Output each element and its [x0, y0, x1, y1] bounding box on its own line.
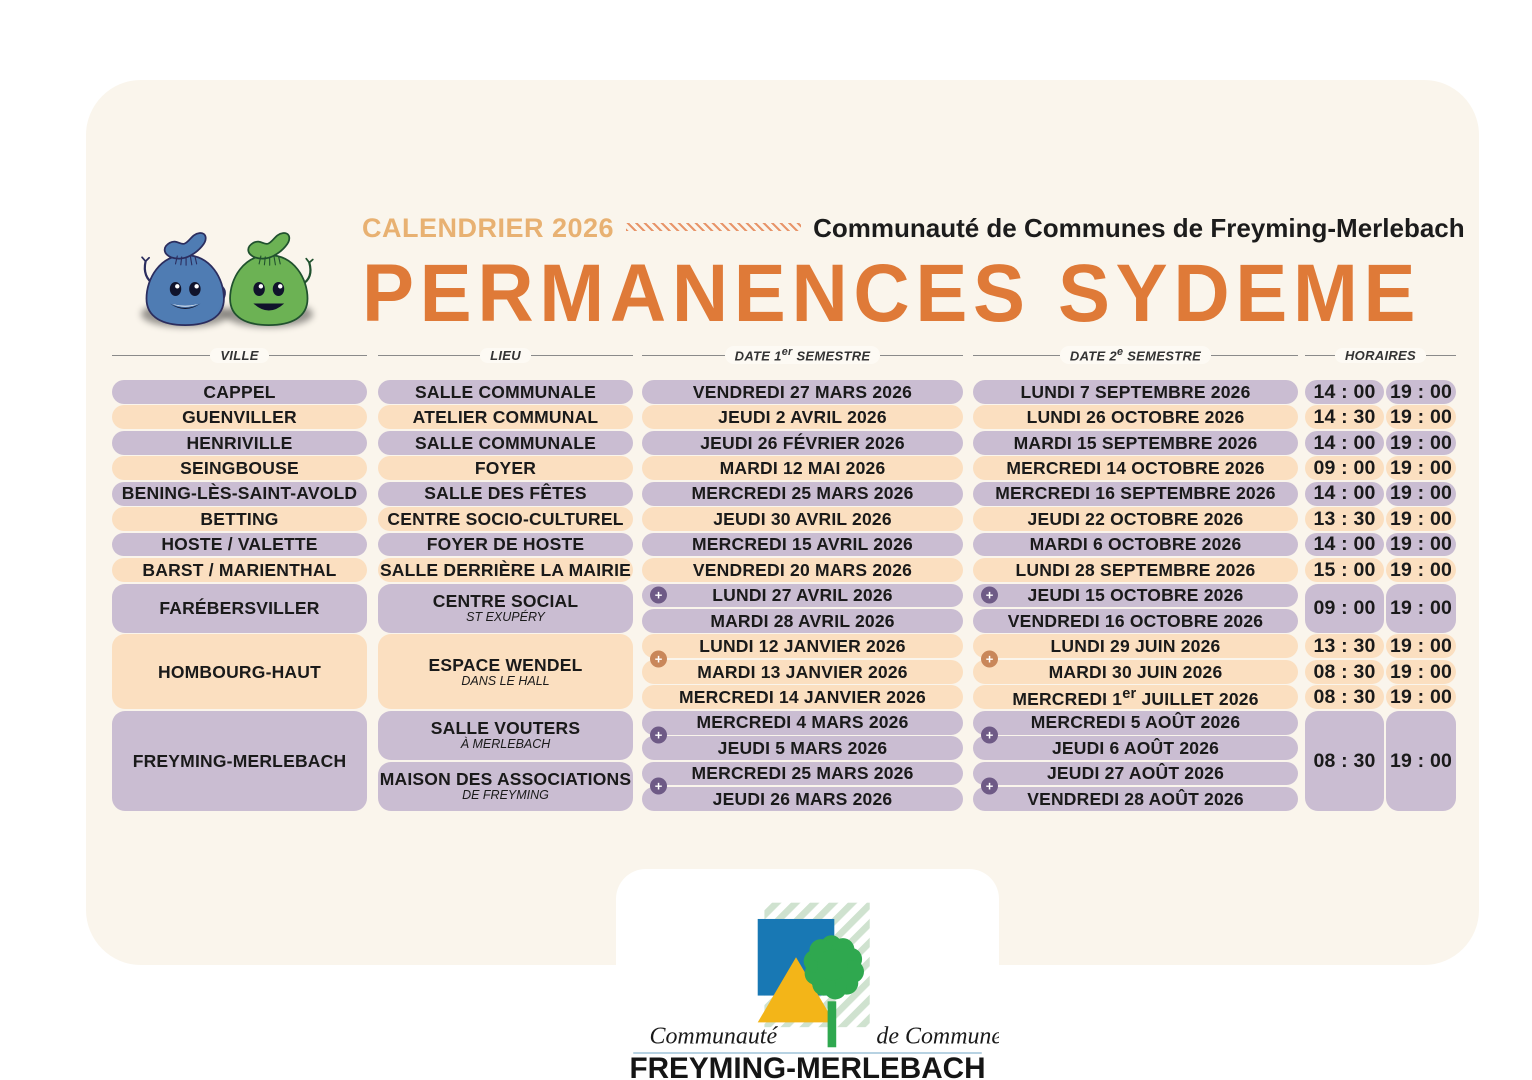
- svg-text:de Communes: de Communes: [876, 1023, 999, 1049]
- svg-text:FREYMING-MERLEBACH: FREYMING-MERLEBACH: [629, 1052, 985, 1080]
- svg-text:Communauté: Communauté: [650, 1023, 779, 1049]
